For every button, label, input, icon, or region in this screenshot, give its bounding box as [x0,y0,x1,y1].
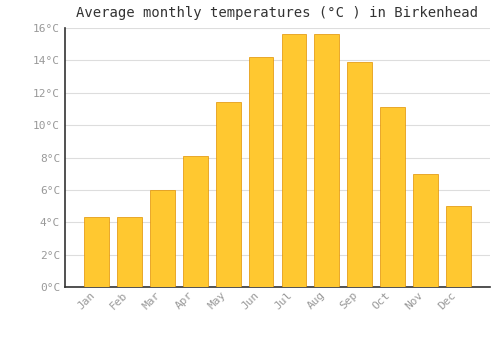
Bar [117,217,142,287]
Bar [282,34,306,287]
Bar [380,107,405,287]
Bar [183,156,208,287]
Bar [84,217,109,287]
Bar [446,206,470,287]
Bar [348,62,372,287]
Bar [413,174,438,287]
Title: Average monthly temperatures (°C ) in Birkenhead: Average monthly temperatures (°C ) in Bi… [76,6,478,20]
Bar [216,103,240,287]
Bar [150,190,174,287]
Bar [248,57,274,287]
Bar [314,34,339,287]
